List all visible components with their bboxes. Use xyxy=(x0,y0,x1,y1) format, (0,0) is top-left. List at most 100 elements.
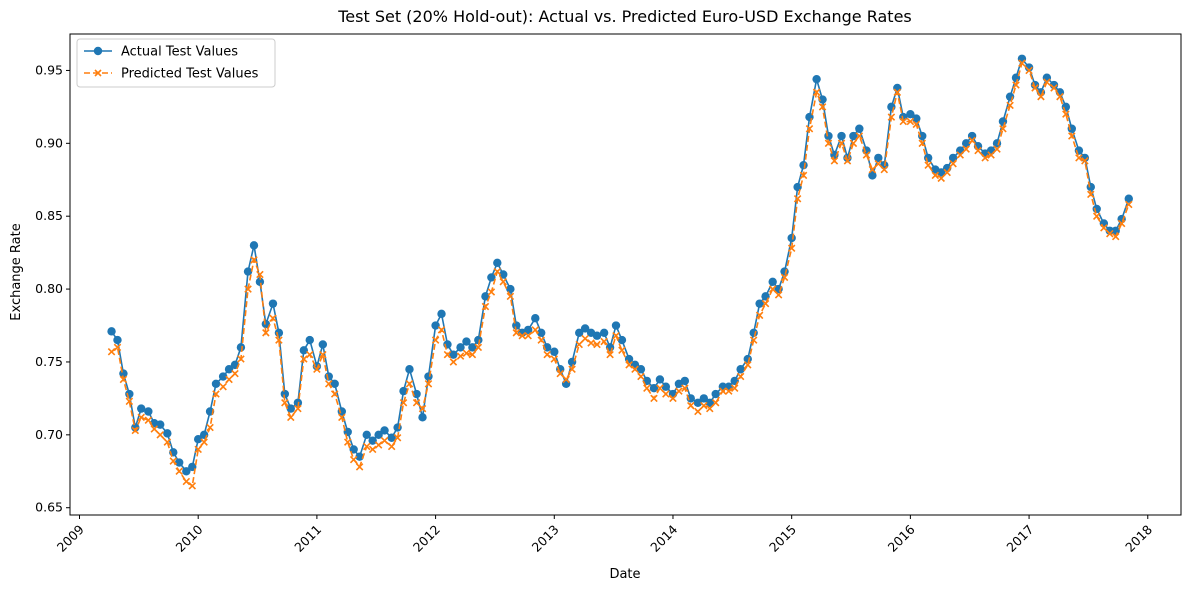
data-point xyxy=(412,399,421,407)
data-point xyxy=(499,278,508,286)
data-point xyxy=(1025,66,1033,75)
data-point xyxy=(556,369,564,378)
data-point xyxy=(431,336,440,344)
data-point xyxy=(874,153,883,163)
data-point xyxy=(1081,157,1089,165)
data-point xyxy=(736,372,745,381)
data-point xyxy=(711,389,720,399)
data-point xyxy=(699,394,709,403)
data-point xyxy=(1018,59,1026,67)
series-line xyxy=(111,61,1130,488)
data-point xyxy=(1050,84,1058,92)
data-point xyxy=(380,436,389,445)
data-point xyxy=(1099,219,1109,228)
data-point xyxy=(355,452,364,461)
data-point xyxy=(824,131,833,141)
data-point xyxy=(531,326,540,334)
data-point xyxy=(163,429,172,438)
data-point xyxy=(487,288,496,296)
data-point xyxy=(399,399,408,407)
data-point xyxy=(968,136,976,145)
data-point xyxy=(262,329,270,337)
data-point xyxy=(874,159,883,168)
data-point xyxy=(937,174,945,183)
x-tick-label: 2018 xyxy=(1122,522,1155,555)
data-point xyxy=(237,355,245,363)
data-point xyxy=(393,433,402,442)
data-point xyxy=(236,343,246,352)
data-point xyxy=(481,302,490,311)
data-point xyxy=(725,387,733,395)
data-point xyxy=(1105,226,1114,235)
data-point xyxy=(107,327,116,336)
data-point xyxy=(830,157,839,165)
data-point xyxy=(700,401,708,410)
y-tick-label: 0.95 xyxy=(35,62,63,77)
data-point xyxy=(244,285,252,293)
data-point xyxy=(474,335,483,345)
data-point xyxy=(137,404,146,413)
data-point xyxy=(231,369,239,378)
data-point xyxy=(780,273,789,282)
plot-area xyxy=(107,54,1133,490)
plot-frame xyxy=(69,33,1182,516)
data-point xyxy=(999,124,1007,133)
x-tick-label: 2017 xyxy=(1003,522,1036,555)
y-axis-label: Exchange Rate xyxy=(9,223,24,320)
data-point xyxy=(200,438,208,446)
data-point xyxy=(937,168,946,177)
data-point xyxy=(855,124,864,133)
data-point xyxy=(368,436,377,445)
data-point xyxy=(893,88,902,97)
data-point xyxy=(868,165,877,174)
series-line xyxy=(110,57,1130,473)
data-point xyxy=(275,336,283,344)
data-point xyxy=(625,361,633,369)
data-point xyxy=(1012,81,1020,89)
data-point xyxy=(269,314,277,322)
data-point xyxy=(481,292,490,301)
data-point xyxy=(424,380,433,388)
data-point xyxy=(824,139,833,148)
y-tick-label: 0.80 xyxy=(35,281,63,296)
data-point xyxy=(468,343,477,352)
data-point xyxy=(137,413,145,422)
data-point xyxy=(593,340,601,349)
data-point xyxy=(562,375,570,384)
data-point xyxy=(912,114,921,123)
data-point xyxy=(1117,219,1126,228)
y-tick-label: 0.65 xyxy=(35,500,63,515)
data-point xyxy=(362,442,371,451)
data-point xyxy=(618,346,626,355)
data-point xyxy=(662,390,670,398)
data-point xyxy=(550,347,559,356)
data-point xyxy=(338,413,346,422)
data-point xyxy=(799,171,808,180)
data-point xyxy=(456,343,465,352)
data-point xyxy=(855,132,864,140)
data-point xyxy=(899,117,908,126)
data-point xyxy=(531,314,540,323)
chart-title: Test Set (20% Hold-out): Actual vs. Pred… xyxy=(337,7,912,26)
data-point xyxy=(730,384,739,392)
data-point xyxy=(287,413,295,422)
data-point xyxy=(711,399,720,407)
data-point xyxy=(749,336,758,344)
data-point xyxy=(543,350,551,359)
data-point xyxy=(305,335,314,345)
data-point xyxy=(131,426,140,435)
data-point xyxy=(255,277,265,286)
data-point xyxy=(612,331,620,340)
data-point xyxy=(243,267,253,276)
legend: Actual Test Values Predicted Test Values xyxy=(76,38,276,88)
data-point xyxy=(656,384,664,392)
data-point xyxy=(931,171,940,180)
data-point xyxy=(156,431,164,439)
data-point xyxy=(274,328,284,338)
data-point xyxy=(805,124,814,133)
data-point xyxy=(456,352,465,360)
data-point xyxy=(1068,132,1076,140)
data-point xyxy=(506,284,515,294)
data-point xyxy=(986,146,996,155)
